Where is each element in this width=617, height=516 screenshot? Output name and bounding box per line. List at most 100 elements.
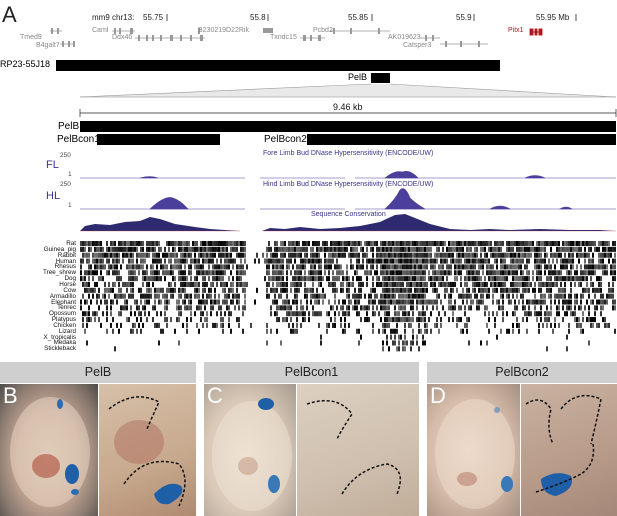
alignment-cell bbox=[390, 246, 392, 252]
alignment-cell bbox=[316, 258, 318, 264]
alignment-cell bbox=[450, 270, 452, 276]
alignment-cell bbox=[450, 241, 452, 247]
fl-label: FL bbox=[46, 159, 59, 171]
hl-scale-min: 1 bbox=[68, 202, 72, 209]
alignment-cell bbox=[526, 241, 528, 247]
alignment-cell bbox=[280, 281, 282, 287]
alignment-cell bbox=[118, 311, 120, 317]
alignment-cell bbox=[412, 334, 414, 340]
alignment-cell bbox=[264, 276, 266, 282]
alignment-cell bbox=[112, 252, 114, 258]
alignment-cell bbox=[220, 305, 222, 311]
alignment-cell bbox=[396, 281, 398, 287]
alignment-cell bbox=[154, 322, 156, 328]
alignment-cell bbox=[318, 311, 320, 317]
ruler-tick-label: 55.75 bbox=[143, 13, 164, 22]
alignment-cell bbox=[170, 287, 172, 293]
alignment-cell bbox=[486, 281, 488, 287]
alignment-cell bbox=[540, 287, 542, 293]
alignment-cell bbox=[336, 264, 338, 270]
alignment-cell bbox=[112, 270, 114, 276]
alignment-cell bbox=[148, 293, 150, 299]
alignment-cell bbox=[140, 258, 142, 264]
alignment-cell bbox=[230, 281, 232, 287]
alignment-cell bbox=[158, 276, 160, 282]
alignment-cell bbox=[318, 264, 320, 270]
alignment-cell bbox=[404, 346, 406, 352]
alignment-cell bbox=[130, 293, 132, 299]
alignment-cell bbox=[468, 287, 470, 293]
alignment-cell bbox=[450, 299, 452, 305]
alignment-cell bbox=[434, 322, 436, 328]
alignment-cell bbox=[580, 252, 582, 258]
alignment-cell bbox=[132, 287, 134, 293]
alignment-cell bbox=[298, 270, 300, 276]
alignment-cell bbox=[214, 264, 216, 270]
alignment-cell bbox=[506, 287, 508, 293]
alignment-cell bbox=[446, 270, 448, 276]
alignment-cell bbox=[610, 246, 612, 252]
alignment-cell bbox=[158, 340, 160, 346]
alignment-cell bbox=[488, 264, 490, 270]
alignment-cell bbox=[506, 328, 508, 334]
alignment-cell bbox=[498, 270, 500, 276]
alignment-cell bbox=[426, 299, 428, 305]
alignment-cell bbox=[526, 252, 528, 258]
alignment-cell bbox=[222, 241, 224, 247]
alignment-cell bbox=[190, 305, 192, 311]
alignment-cell bbox=[350, 281, 352, 287]
alignment-cell bbox=[392, 270, 394, 276]
alignment-cell bbox=[116, 322, 118, 328]
alignment-cell bbox=[470, 299, 472, 305]
alignment-cell bbox=[174, 276, 176, 282]
alignment-cell bbox=[548, 311, 550, 317]
alignment-cell bbox=[566, 270, 568, 276]
alignment-cell bbox=[520, 246, 522, 252]
alignment-cell bbox=[128, 264, 130, 270]
alignment-cell bbox=[442, 281, 444, 287]
alignment-cell bbox=[210, 258, 212, 264]
alignment-cell bbox=[516, 322, 518, 328]
alignment-cell bbox=[430, 258, 432, 264]
alignment-cell bbox=[280, 264, 282, 270]
alignment-cell bbox=[290, 281, 292, 287]
alignment-cell bbox=[400, 281, 402, 287]
alignment-cell bbox=[594, 311, 596, 317]
alignment-cell bbox=[538, 258, 540, 264]
alignment-cell bbox=[522, 299, 524, 305]
alignment-cell bbox=[414, 281, 416, 287]
alignment-cell bbox=[280, 241, 282, 247]
alignment-cell bbox=[402, 258, 404, 264]
alignment-cell bbox=[594, 246, 596, 252]
alignment-cell bbox=[352, 241, 354, 247]
alignment-cell bbox=[560, 246, 562, 252]
alignment-cell bbox=[544, 264, 546, 270]
alignment-cell bbox=[268, 293, 270, 299]
alignment-cell bbox=[148, 299, 150, 305]
alignment-cell bbox=[376, 258, 378, 264]
alignment-cell bbox=[408, 293, 410, 299]
alignment-cell bbox=[118, 270, 120, 276]
alignment-cell bbox=[178, 299, 180, 305]
alignment-cell bbox=[388, 293, 390, 299]
alignment-cell bbox=[564, 252, 566, 258]
alignment-cell bbox=[562, 293, 564, 299]
alignment-cell bbox=[308, 241, 310, 247]
species-label: Horse bbox=[59, 280, 76, 288]
alignment-cell bbox=[216, 264, 218, 270]
alignment-cell bbox=[584, 270, 586, 276]
alignment-cell bbox=[340, 270, 342, 276]
alignment-cell bbox=[390, 299, 392, 305]
alignment-cell bbox=[570, 299, 572, 305]
alignment-cell bbox=[584, 276, 586, 282]
alignment-cell bbox=[116, 270, 118, 276]
alignment-cell bbox=[398, 281, 400, 287]
alignment-cell bbox=[294, 293, 296, 299]
alignment-cell bbox=[104, 281, 106, 287]
alignment-cell bbox=[420, 281, 422, 287]
alignment-cell bbox=[430, 311, 432, 317]
alignment-cell bbox=[390, 287, 392, 293]
alignment-cell bbox=[220, 241, 222, 247]
alignment-cell bbox=[574, 276, 576, 282]
alignment-cell bbox=[484, 305, 486, 311]
